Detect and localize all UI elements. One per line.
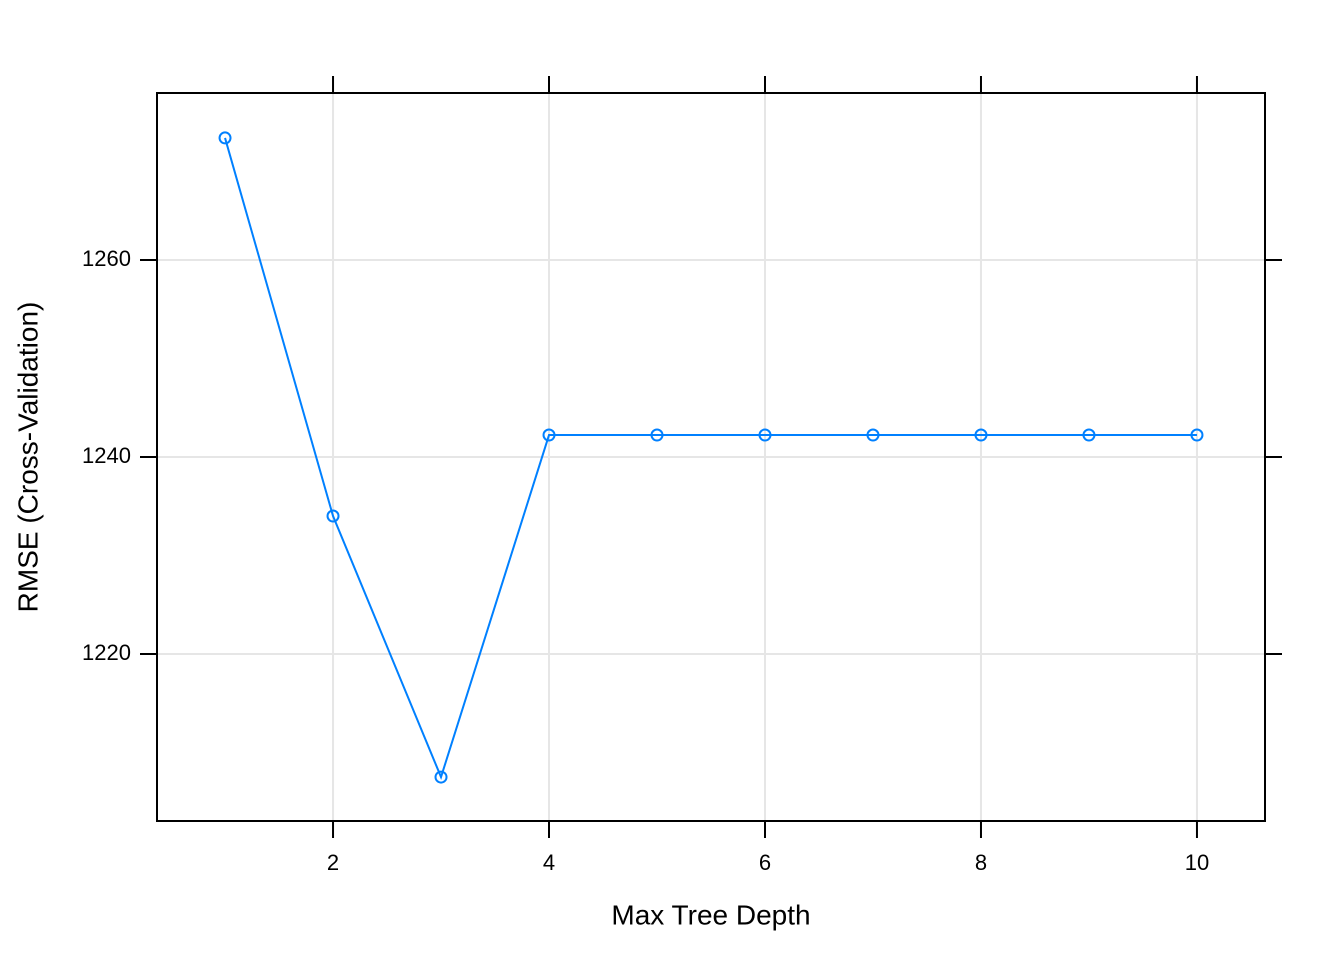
point [650,428,664,442]
y-tick-label: 1240 [82,443,131,468]
x-tick-label: 2 [327,850,339,875]
point [974,428,988,442]
plot-frame [156,92,1266,822]
x-axis-title: Max Tree Depth [611,899,810,930]
x-tick-label: 8 [975,850,987,875]
point [1190,428,1204,442]
point [434,770,448,784]
point [866,428,880,442]
point [326,509,340,523]
point [1082,428,1096,442]
point [542,428,556,442]
series-line [224,137,1197,780]
point [758,428,772,442]
y-tick-label: 1220 [82,640,131,665]
x-tick-label: 4 [543,850,555,875]
point [218,131,232,145]
x-tick-label: 6 [759,850,771,875]
y-axis-title: RMSE (Cross-Validation) [12,302,43,613]
y-tick-label: 1260 [82,246,131,271]
x-tick-label: 10 [1185,850,1209,875]
